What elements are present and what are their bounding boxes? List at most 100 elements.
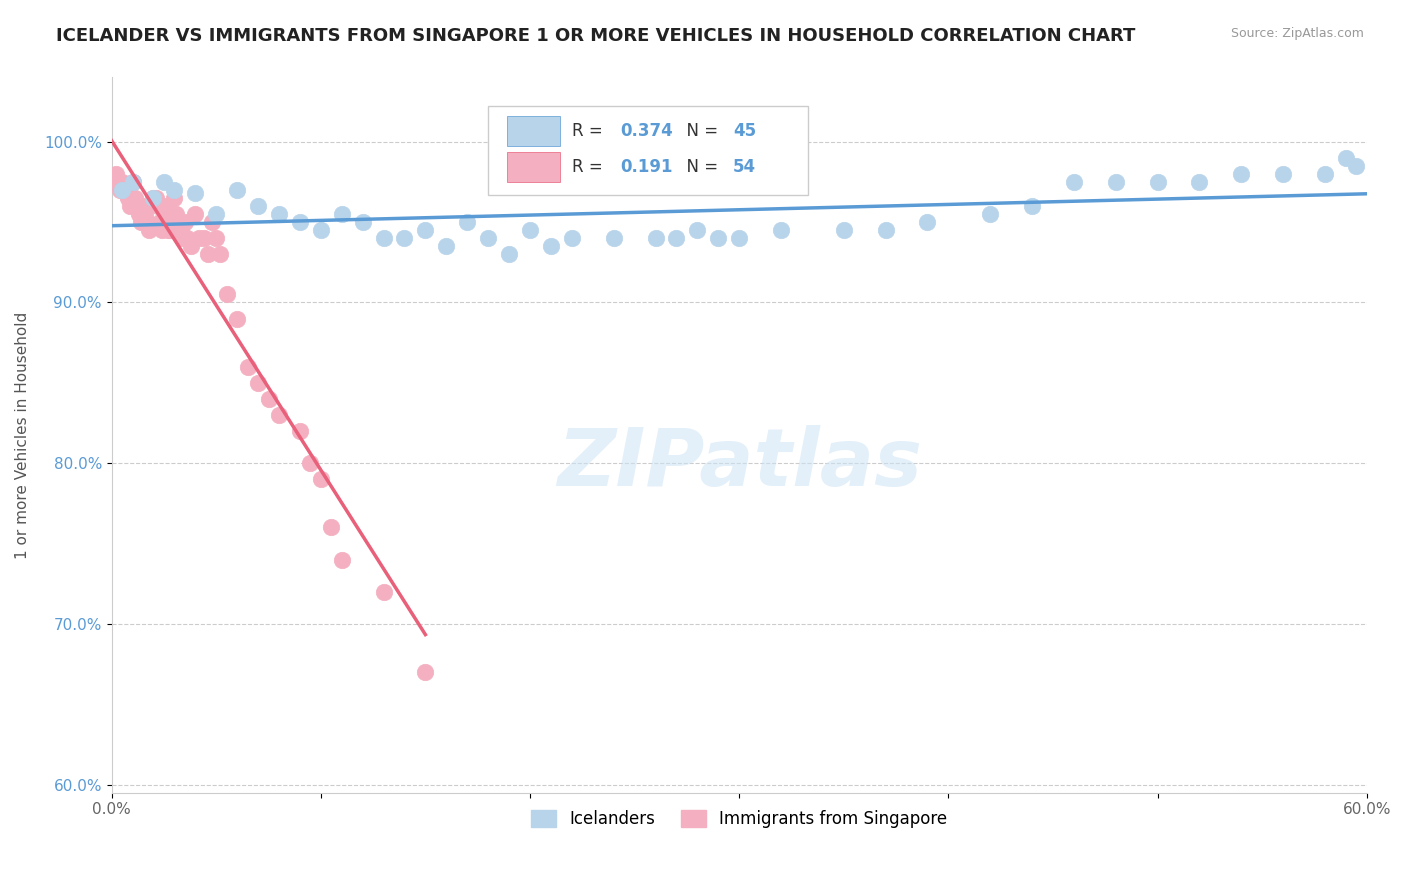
Point: [477, 231, 499, 245]
Point: [247, 376, 270, 390]
Point: [157, 223, 180, 237]
Point: [163, 183, 186, 197]
Point: [1105, 175, 1128, 189]
Point: [193, 231, 215, 245]
Point: [138, 223, 160, 237]
Point: [184, 207, 207, 221]
Point: [115, 186, 138, 201]
Point: [173, 215, 195, 229]
Point: [159, 223, 181, 237]
Point: [832, 223, 855, 237]
Text: 0.374: 0.374: [620, 122, 672, 140]
Point: [153, 175, 176, 189]
Point: [299, 456, 322, 470]
Text: 54: 54: [733, 158, 756, 176]
Text: R =: R =: [572, 122, 609, 140]
Point: [917, 215, 939, 229]
Point: [180, 239, 202, 253]
Text: 0.191: 0.191: [620, 158, 672, 176]
Point: [117, 191, 139, 205]
Point: [188, 231, 211, 245]
Point: [111, 183, 134, 197]
Point: [979, 207, 1001, 221]
Point: [132, 199, 155, 213]
Point: [166, 207, 188, 221]
Point: [373, 584, 395, 599]
Point: [1230, 167, 1253, 181]
Point: [498, 247, 520, 261]
Point: [665, 231, 688, 245]
Point: [540, 239, 562, 253]
Point: [352, 215, 374, 229]
Point: [163, 191, 186, 205]
Point: [197, 247, 219, 261]
Point: [769, 223, 792, 237]
Point: [124, 191, 146, 205]
Point: [155, 207, 177, 221]
Text: 45: 45: [733, 122, 756, 140]
Point: [209, 247, 232, 261]
Point: [267, 207, 290, 221]
Point: [146, 199, 169, 213]
Point: [519, 223, 541, 237]
Point: [215, 287, 238, 301]
Point: [121, 175, 143, 189]
Text: N =: N =: [676, 122, 724, 140]
Point: [1272, 167, 1295, 181]
Point: [128, 207, 150, 221]
Point: [107, 175, 129, 189]
Point: [205, 207, 228, 221]
Point: [1021, 199, 1043, 213]
Point: [201, 215, 224, 229]
Point: [1188, 175, 1211, 189]
Point: [875, 223, 897, 237]
Point: [176, 231, 198, 245]
Text: ZIPatlas: ZIPatlas: [557, 425, 922, 503]
Point: [184, 186, 207, 201]
Point: [247, 199, 270, 213]
Point: [236, 359, 259, 374]
Point: [1146, 175, 1168, 189]
Point: [644, 231, 666, 245]
Point: [728, 231, 751, 245]
Legend: Icelanders, Immigrants from Singapore: Icelanders, Immigrants from Singapore: [524, 803, 953, 834]
Point: [415, 665, 437, 679]
Point: [1334, 151, 1357, 165]
Point: [288, 215, 311, 229]
Point: [434, 239, 457, 253]
FancyBboxPatch shape: [488, 106, 808, 195]
Point: [142, 191, 165, 205]
Point: [226, 311, 249, 326]
Point: [602, 231, 624, 245]
Point: [153, 199, 176, 213]
Point: [267, 408, 290, 422]
Point: [150, 223, 173, 237]
Point: [121, 175, 143, 189]
Point: [1346, 159, 1368, 173]
Point: [415, 223, 437, 237]
Point: [309, 223, 332, 237]
Point: [686, 223, 709, 237]
Point: [257, 392, 280, 406]
Point: [129, 215, 152, 229]
Point: [142, 191, 165, 205]
Text: N =: N =: [676, 158, 724, 176]
Point: [1313, 167, 1336, 181]
Point: [1063, 175, 1085, 189]
Point: [226, 183, 249, 197]
Point: [321, 520, 343, 534]
Point: [134, 207, 156, 221]
Point: [707, 231, 730, 245]
Point: [112, 183, 135, 197]
Point: [288, 424, 311, 438]
Point: [205, 231, 228, 245]
Point: [125, 199, 148, 213]
Point: [309, 472, 332, 486]
Text: Source: ZipAtlas.com: Source: ZipAtlas.com: [1230, 27, 1364, 40]
Point: [167, 215, 190, 229]
Point: [120, 199, 142, 213]
Point: [172, 231, 194, 245]
Point: [394, 231, 416, 245]
Point: [104, 167, 127, 181]
Point: [330, 207, 353, 221]
